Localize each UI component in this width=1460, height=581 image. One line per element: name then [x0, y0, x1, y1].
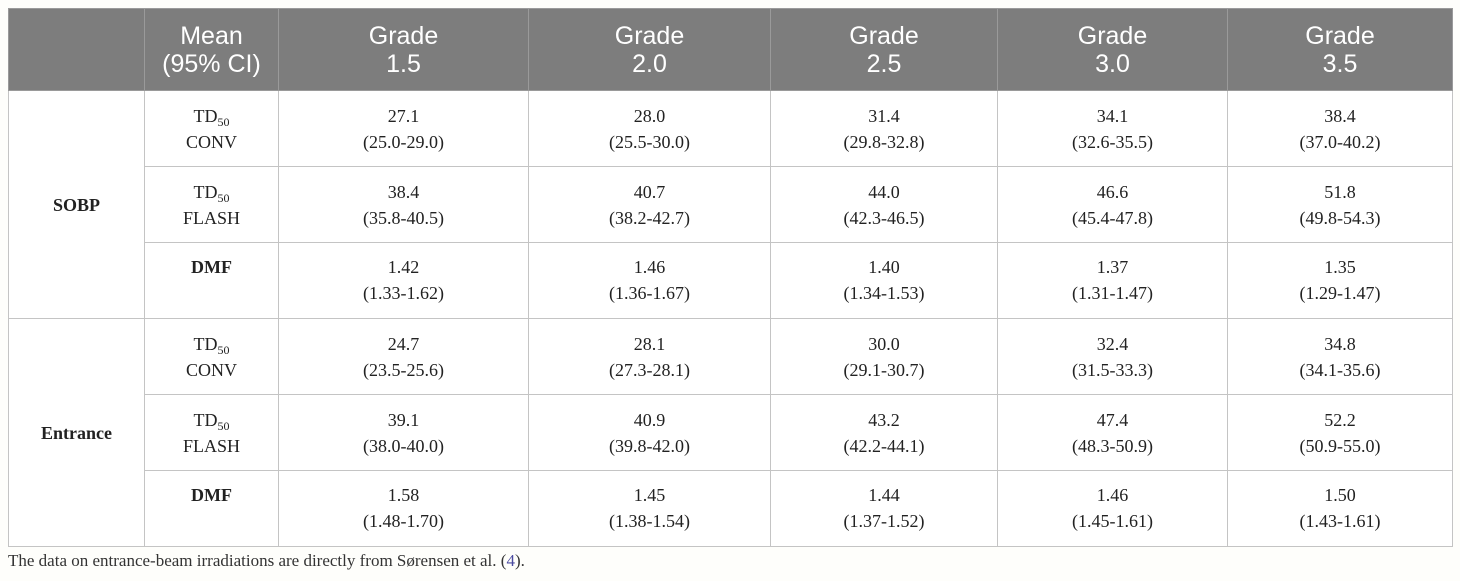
value-cell: 38.4 (37.0-40.2) [1227, 90, 1453, 167]
table-footnote: The data on entrance-beam irradiations a… [8, 551, 525, 570]
value-cell: 31.4 (29.8-32.8) [770, 90, 998, 167]
row-label-dmf: DMF [144, 470, 279, 547]
value-cell: 30.0 (29.1-30.7) [770, 318, 998, 395]
header-cell-grade-2-0: Grade 2.0 [528, 8, 771, 91]
value-cell: 46.6 (45.4-47.8) [997, 166, 1228, 243]
value-cell: 52.2 (50.9-55.0) [1227, 394, 1453, 471]
value-cell: 40.7 (38.2-42.7) [528, 166, 771, 243]
results-table: Mean (95% CI) Grade 1.5 Grade 2.0 Grade 2.5 … [8, 8, 1453, 547]
value-cell: 1.46 (1.45-1.61) [997, 470, 1228, 547]
table-header: Mean (95% CI) Grade 1.5 Grade 2.0 Grade 2.5 … [8, 8, 1453, 91]
table-body: SOBP TD50 CONV 27.1 (25.0-29.0) 28.0 (25.5-… [8, 90, 1453, 547]
group-label-sobp: SOBP [8, 90, 145, 319]
value-cell: 38.4 (35.8-40.5) [278, 166, 529, 243]
table-row: TD50 FLASH 38.4 (35.8-40.5) 40.7 (38.2-42.7… [9, 166, 1453, 243]
row-label-td50-conv: TD50 CONV [144, 318, 279, 395]
value-cell: 1.45 (1.38-1.54) [528, 470, 771, 547]
table-row: TD50 FLASH 39.1 (38.0-40.0) 40.9 (39.8-42.0… [9, 394, 1453, 471]
value-cell: 39.1 (38.0-40.0) [278, 394, 529, 471]
header-cell-grade-3-0: Grade 3.0 [997, 8, 1228, 91]
value-cell: 28.1 (27.3-28.1) [528, 318, 771, 395]
value-cell: 43.2 (42.2-44.1) [770, 394, 998, 471]
value-cell: 1.46 (1.36-1.67) [528, 242, 771, 319]
reference-link[interactable]: 4 [506, 551, 515, 570]
row-label-dmf: DMF [144, 242, 279, 319]
value-cell: 1.44 (1.37-1.52) [770, 470, 998, 547]
table-row: DMF 1.42 (1.33-1.62) 1.46 (1.36-1.67) 1.40… [9, 242, 1453, 319]
value-cell: 51.8 (49.8-54.3) [1227, 166, 1453, 243]
header-cell-group [8, 8, 145, 91]
value-cell: 32.4 (31.5-33.3) [997, 318, 1228, 395]
row-label-td50-conv: TD50 CONV [144, 90, 279, 167]
value-cell: 28.0 (25.5-30.0) [528, 90, 771, 167]
value-cell: 1.40 (1.34-1.53) [770, 242, 998, 319]
value-cell: 1.37 (1.31-1.47) [997, 242, 1228, 319]
value-cell: 47.4 (48.3-50.9) [997, 394, 1228, 471]
header-cell-mean: Mean (95% CI) [144, 8, 279, 91]
value-cell: 44.0 (42.3-46.5) [770, 166, 998, 243]
header-cell-grade-2-5: Grade 2.5 [770, 8, 998, 91]
value-cell: 34.8 (34.1-35.6) [1227, 318, 1453, 395]
value-cell: 24.7 (23.5-25.6) [278, 318, 529, 395]
header-cell-grade-1-5: Grade 1.5 [278, 8, 529, 91]
row-label-td50-flash: TD50 FLASH [144, 166, 279, 243]
value-cell: 1.42 (1.33-1.62) [278, 242, 529, 319]
table-row: Entrance TD50 CONV 24.7 (23.5-25.6) 28.1 (2… [8, 318, 1453, 547]
value-cell: 40.9 (39.8-42.0) [528, 394, 771, 471]
header-cell-grade-3-5: Grade 3.5 [1227, 8, 1453, 91]
value-cell: 1.35 (1.29-1.47) [1227, 242, 1453, 319]
value-cell: 1.58 (1.48-1.70) [278, 470, 529, 547]
value-cell: 1.50 (1.43-1.61) [1227, 470, 1453, 547]
table-row: SOBP TD50 CONV 27.1 (25.0-29.0) 28.0 (25.5-… [8, 90, 1453, 319]
group-label-entrance: Entrance [8, 318, 145, 547]
table-row: DMF 1.58 (1.48-1.70) 1.45 (1.38-1.54) 1.44… [9, 470, 1453, 547]
header-row: Mean (95% CI) Grade 1.5 Grade 2.0 Grade 2.5 … [8, 8, 1453, 91]
value-cell: 34.1 (32.6-35.5) [997, 90, 1228, 167]
row-label-td50-flash: TD50 FLASH [144, 394, 279, 471]
value-cell: 27.1 (25.0-29.0) [278, 90, 529, 167]
